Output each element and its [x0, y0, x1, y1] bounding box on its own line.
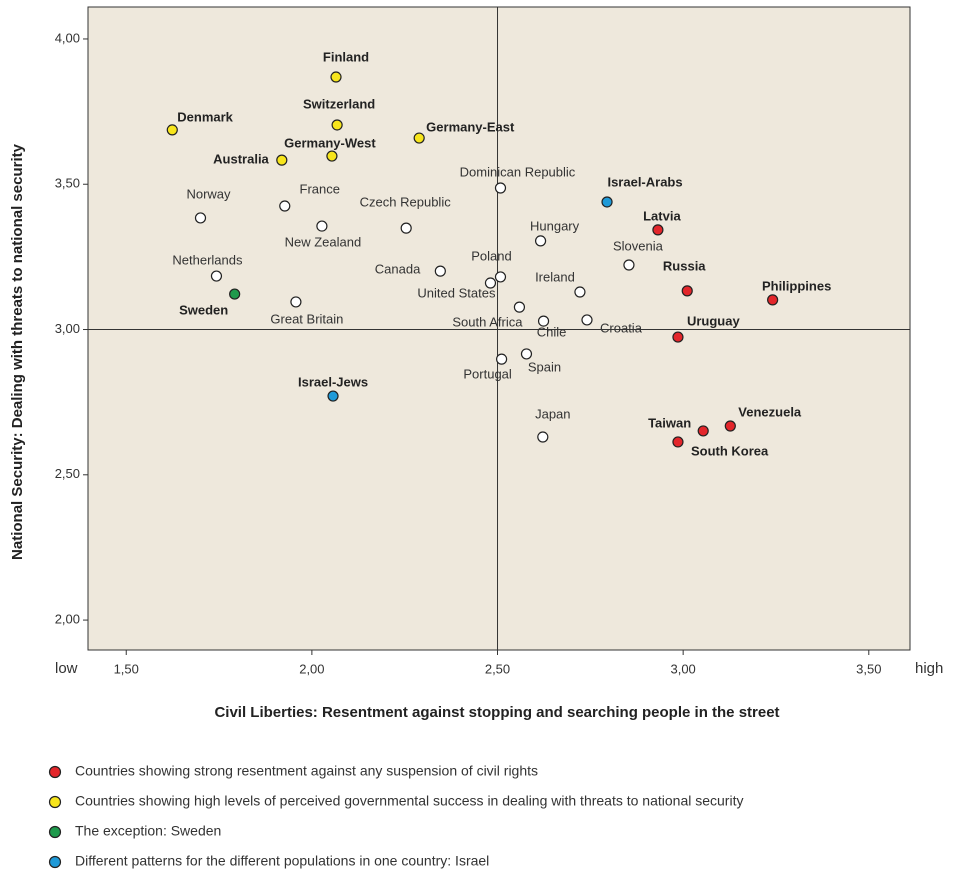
point	[331, 119, 343, 131]
point-label: Netherlands	[172, 252, 243, 267]
legend-label: Countries showing high levels of perceiv…	[75, 793, 743, 809]
x-high-label: high	[915, 660, 943, 677]
point	[724, 420, 736, 432]
x-tick-label: 2,50	[485, 661, 510, 676]
x-tick-label: 2,00	[299, 661, 324, 676]
y-tick-label: 2,50	[55, 466, 80, 481]
x-tick-label: 3,50	[856, 661, 881, 676]
y-tick-label: 2,00	[55, 612, 80, 627]
point	[623, 259, 635, 271]
point-label: Philippines	[762, 278, 831, 293]
point-label: United States	[417, 285, 496, 300]
point-label: France	[300, 181, 340, 196]
point	[276, 154, 288, 166]
point-label: Norway	[186, 186, 231, 201]
point	[495, 353, 508, 365]
point-label: Venezuela	[738, 404, 802, 419]
x-tick-label: 3,00	[670, 661, 695, 676]
legend-marker	[48, 855, 62, 869]
point-label: Sweden	[179, 303, 228, 318]
legend-label: The exception: Sweden	[75, 823, 221, 839]
point-label: Poland	[471, 248, 511, 263]
point	[574, 286, 586, 298]
point	[652, 224, 664, 236]
point-label: Israel-Arabs	[607, 174, 682, 189]
point	[194, 212, 207, 224]
point-label: Latvia	[643, 208, 681, 223]
x-tick-label: 1,50	[114, 661, 139, 676]
legend-marker	[48, 765, 62, 779]
legend-marker	[48, 795, 62, 809]
point	[434, 265, 446, 277]
point	[537, 315, 550, 327]
point	[326, 150, 338, 162]
legend-label: Different patterns for the different pop…	[75, 853, 489, 869]
point-label: Finland	[323, 49, 369, 64]
point	[494, 271, 507, 283]
point-label: Australia	[213, 152, 269, 167]
y-axis-label: National Security: Dealing with threats …	[9, 143, 26, 560]
point-label: South Africa	[452, 315, 523, 330]
point	[681, 285, 693, 297]
point-label: Uruguay	[687, 314, 741, 329]
y-tick-label: 3,50	[55, 176, 80, 191]
point	[279, 200, 291, 212]
point	[316, 220, 328, 232]
point	[327, 390, 339, 402]
point-label: Canada	[375, 262, 421, 277]
point	[166, 124, 178, 136]
point-label: Croatia	[600, 320, 643, 335]
point	[400, 222, 412, 234]
point-label: Russia	[663, 258, 706, 273]
legend-label: Countries showing strong resentment agai…	[75, 763, 538, 779]
x-axis-label: Civil Liberties: Resentment against stop…	[214, 704, 779, 721]
point	[413, 132, 425, 144]
legend-marker	[48, 825, 62, 839]
x-low-label: low	[55, 660, 78, 677]
point-label: Hungary	[530, 218, 580, 233]
point-label: Slovenia	[613, 238, 664, 253]
point-label: Czech Republic	[360, 195, 452, 210]
point	[330, 71, 342, 83]
point	[513, 301, 526, 313]
point	[697, 425, 709, 437]
point-label: Israel-Jews	[298, 374, 368, 389]
y-tick-label: 4,00	[55, 30, 80, 45]
point	[767, 294, 779, 306]
point	[290, 296, 302, 308]
point-label: Ireland	[535, 269, 575, 284]
point	[210, 270, 223, 282]
point-label: New Zealand	[285, 235, 362, 250]
point-label: Germany-West	[284, 135, 376, 150]
point-label: Denmark	[177, 109, 233, 124]
point	[494, 182, 507, 194]
point	[537, 431, 549, 443]
point	[601, 196, 613, 208]
point-label: Portugal	[463, 367, 512, 382]
point-label: Chile	[537, 325, 567, 340]
point-label: Switzerland	[303, 96, 375, 111]
point-label: Dominican Republic	[460, 164, 576, 179]
point	[581, 314, 593, 326]
y-tick-label: 3,00	[55, 321, 80, 336]
plot-area	[87, 6, 911, 651]
point-label: Germany-East	[426, 119, 515, 134]
point	[534, 235, 547, 247]
point	[520, 348, 533, 360]
point-label: Japan	[535, 406, 570, 421]
point-label: Spain	[528, 359, 561, 374]
point	[672, 331, 684, 343]
point-label: Great Britain	[270, 311, 343, 326]
point-label: Taiwan	[648, 415, 691, 430]
point	[672, 436, 684, 448]
point	[229, 288, 241, 300]
point-label: South Korea	[691, 443, 769, 458]
point	[484, 277, 497, 289]
